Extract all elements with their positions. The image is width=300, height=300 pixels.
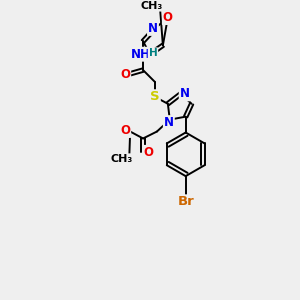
Text: H: H bbox=[148, 48, 157, 58]
Text: N: N bbox=[148, 22, 158, 35]
Text: O: O bbox=[120, 124, 130, 137]
Text: Br: Br bbox=[177, 195, 194, 208]
Text: CH₃: CH₃ bbox=[141, 1, 163, 11]
Text: S: S bbox=[150, 90, 160, 103]
Text: O: O bbox=[143, 146, 153, 159]
Text: N: N bbox=[180, 87, 190, 101]
Text: O: O bbox=[120, 68, 130, 80]
Text: CH₃: CH₃ bbox=[110, 154, 132, 164]
Text: N: N bbox=[164, 116, 174, 129]
Text: O: O bbox=[163, 11, 173, 24]
Text: NH: NH bbox=[131, 48, 151, 61]
